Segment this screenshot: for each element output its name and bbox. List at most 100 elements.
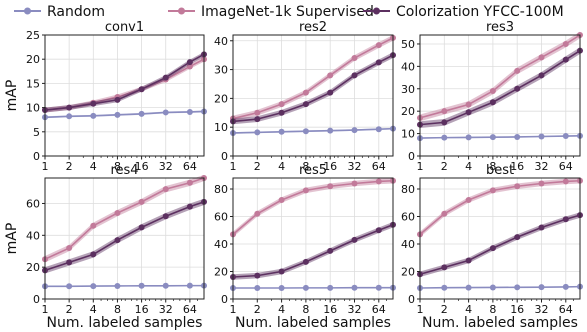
data-point [138, 224, 145, 231]
y-tick-label: 0 [221, 293, 228, 306]
series-colorization-yfcc-100m [417, 47, 583, 128]
panel-res2: 0 10 20 30 40 1 2 4 8 16 32 64 res2 [214, 20, 396, 173]
data-point [441, 284, 448, 291]
data-point [254, 210, 261, 217]
data-point [302, 128, 309, 135]
data-point [90, 251, 97, 258]
x-tick-label: 4 [278, 160, 285, 173]
y-tick-label: 20 [26, 53, 40, 66]
data-point [351, 72, 358, 79]
x-axis-label: Num. labeled samples [422, 315, 578, 331]
x-tick-label: 2 [66, 303, 73, 316]
x-tick-label: 8 [302, 160, 309, 173]
data-point [465, 109, 472, 116]
x-tick-label: 4 [465, 160, 472, 173]
x-tick-label: 1 [42, 160, 49, 173]
series-random [417, 132, 583, 142]
y-tick-label: 10 [214, 121, 228, 134]
series-random [42, 282, 207, 290]
y-tick-label: 40 [214, 238, 228, 251]
x-tick-label: 8 [114, 160, 121, 173]
legend-marker [373, 7, 380, 15]
x-tick-label: 64 [183, 303, 197, 316]
data-point [441, 264, 448, 271]
data-point [465, 197, 472, 203]
series-line [232, 179, 394, 235]
data-point [375, 42, 382, 49]
data-point [514, 85, 521, 92]
x-tick-label: 32 [347, 303, 361, 316]
x-tick-label: 4 [90, 160, 97, 173]
series-colorization-yfcc-100m [417, 212, 583, 278]
series-random [42, 108, 207, 121]
plot-frame [232, 34, 394, 157]
confidence-band [45, 56, 204, 113]
data-point [114, 111, 121, 118]
data-point [351, 127, 358, 134]
series-line [44, 177, 205, 260]
data-point [90, 283, 97, 290]
series-line [419, 50, 581, 126]
data-point [66, 113, 73, 120]
data-point [66, 259, 73, 266]
data-point [538, 54, 545, 61]
series-imagenet-1k-supervised [417, 31, 583, 122]
confidence-band [45, 51, 204, 113]
x-axis-label: Num. labeled samples [47, 315, 203, 331]
data-point [254, 109, 261, 116]
data-point [138, 110, 145, 117]
grid [232, 178, 393, 300]
data-point [351, 284, 358, 291]
y-tick-label: 40 [401, 60, 415, 73]
data-point [278, 101, 285, 108]
data-point [465, 101, 472, 108]
series-line [232, 37, 394, 120]
y-tick-label: 0 [33, 293, 40, 306]
legend-marker [24, 7, 31, 15]
y-tick-label: 80 [214, 183, 228, 196]
data-point [66, 245, 73, 252]
data-point [302, 187, 309, 194]
y-tick-label: 0 [408, 293, 415, 306]
series-line [419, 214, 581, 276]
legend-entry-imagenet-1k-supervised: ImageNet-1k Supervised [168, 4, 374, 20]
y-tick-label: 80 [401, 183, 415, 196]
data-point [327, 89, 334, 96]
panel-title: res3 [486, 20, 514, 35]
data-point [162, 109, 169, 116]
data-point [538, 224, 545, 231]
confidence-band [420, 47, 580, 128]
data-point [138, 282, 145, 289]
y-tick-label: 30 [401, 83, 415, 96]
y-tick-label: 5 [33, 126, 40, 139]
data-point [375, 227, 382, 234]
data-point [90, 100, 97, 107]
data-point [465, 134, 472, 141]
x-tick-label: 1 [42, 303, 49, 316]
panel-title: res4 [110, 163, 138, 178]
data-point [302, 101, 309, 108]
data-point [514, 67, 521, 74]
panel-title: res2 [299, 20, 327, 35]
data-point [351, 55, 358, 62]
series-line [232, 224, 394, 278]
data-point [514, 183, 521, 190]
data-point [538, 284, 545, 291]
y-tick-label: 25 [26, 29, 40, 42]
data-point [327, 247, 334, 254]
data-point [441, 108, 448, 115]
legend-marker [178, 7, 185, 15]
panel-res4: 0 20 40 60 1 2 4 8 16 32 64 res4 mAP Num. labeled sam… [4, 163, 207, 331]
x-tick-label: 64 [559, 160, 573, 173]
x-tick-label: 64 [372, 303, 386, 316]
y-tick-label: 15 [26, 77, 40, 90]
series-line [44, 110, 205, 119]
panel-title: best [486, 163, 514, 178]
series-random [230, 284, 396, 291]
x-tick-label: 1 [417, 303, 424, 316]
x-tick-label: 2 [66, 160, 73, 173]
y-tick-label: 20 [401, 105, 415, 118]
y-tick-label: 50 [401, 38, 415, 51]
